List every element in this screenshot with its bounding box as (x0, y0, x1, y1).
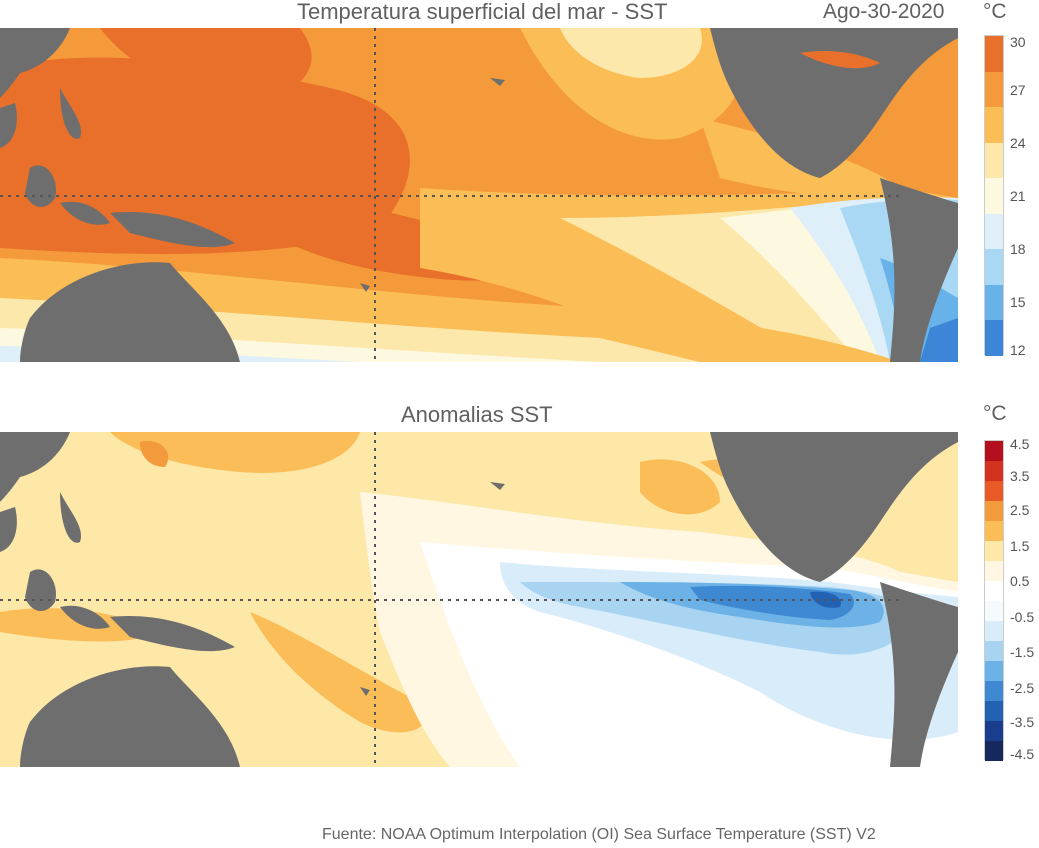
anomaly-colorbar-swatch (985, 621, 1003, 641)
anomaly-colorbar-tick-label: -2.5 (1010, 680, 1035, 696)
source-credit: Fuente: NOAA Optimum Interpolation (OI) … (322, 826, 876, 843)
anomaly-colorbar-tick-label: 2.5 (1010, 502, 1030, 518)
sst-colorbar-swatch (985, 284, 1003, 321)
anomaly-colorbar-swatch (985, 581, 1003, 601)
sst-colorbar-swatch (985, 320, 1003, 356)
anomaly-colorbar (984, 440, 1004, 761)
anomaly-colorbar-tick-label: 3.5 (1010, 468, 1030, 484)
anomaly-colorbar-swatch (985, 481, 1003, 501)
sst-colorbar-swatch (985, 249, 1003, 285)
anomaly-colorbar-tick-label: -0.5 (1010, 609, 1035, 625)
sst-colorbar-tick-label: 24 (1010, 135, 1026, 151)
sst-gridlines (0, 28, 900, 362)
anomaly-unit-label: °C (983, 402, 1007, 425)
anomaly-colorbar-swatch (985, 721, 1003, 741)
anomaly-colorbar-swatch (985, 681, 1003, 701)
anomaly-colorbar-swatch (985, 441, 1003, 461)
anomaly-land (0, 432, 958, 767)
sst-colorbar-swatch (985, 107, 1003, 143)
sst-colorbar-swatch (985, 213, 1003, 250)
anomaly-colorbar-swatch (985, 641, 1003, 661)
sst-date: Ago-30-2020 (823, 0, 945, 23)
anomaly-colorbar-swatch (985, 661, 1003, 681)
anomaly-gridlines (0, 432, 900, 767)
sst-colorbar-tick-label: 18 (1010, 241, 1026, 257)
sst-colorbar-tick-label: 21 (1010, 188, 1026, 204)
anomaly-colorbar-swatch (985, 601, 1003, 621)
anomaly-colorbar-tick-label: 1.5 (1010, 538, 1030, 554)
sst-colorbar-swatch (985, 71, 1003, 108)
anomaly-colorbar-swatch (985, 521, 1003, 541)
anomaly-colorbar-swatch (985, 741, 1003, 761)
anomaly-colorbar-tick-label: 4.5 (1010, 436, 1030, 452)
sst-colorbar-tick-label: 30 (1010, 34, 1026, 50)
sst-title: Temperatura superficial del mar - SST (297, 0, 668, 24)
anomaly-colorbar-swatch (985, 701, 1003, 721)
anomaly-title: Anomalias SST (401, 402, 553, 427)
sst-colorbar-swatch (985, 142, 1003, 179)
anomaly-colorbar-swatch (985, 461, 1003, 481)
sst-colorbar (984, 35, 1004, 356)
sst-map (0, 28, 958, 362)
sst-colorbar-tick-label: 12 (1010, 342, 1026, 358)
anomaly-colorbar-swatch (985, 541, 1003, 561)
anomaly-colorbar-tick-label: -1.5 (1010, 644, 1035, 660)
anomaly-map (0, 432, 958, 767)
anomaly-colorbar-tick-label: 0.5 (1010, 573, 1030, 589)
anomaly-colorbar-tick-label: -4.5 (1010, 746, 1035, 762)
sst-unit-label: °C (983, 0, 1007, 23)
sst-land (0, 28, 958, 362)
sst-colorbar-tick-label: 27 (1010, 82, 1026, 98)
sst-colorbar-swatch (985, 36, 1003, 72)
sst-colorbar-swatch (985, 178, 1003, 214)
sst-colorbar-tick-label: 15 (1010, 294, 1026, 310)
anomaly-colorbar-tick-label: -3.5 (1010, 714, 1035, 730)
anomaly-colorbar-swatch (985, 561, 1003, 581)
anomaly-colorbar-swatch (985, 501, 1003, 521)
